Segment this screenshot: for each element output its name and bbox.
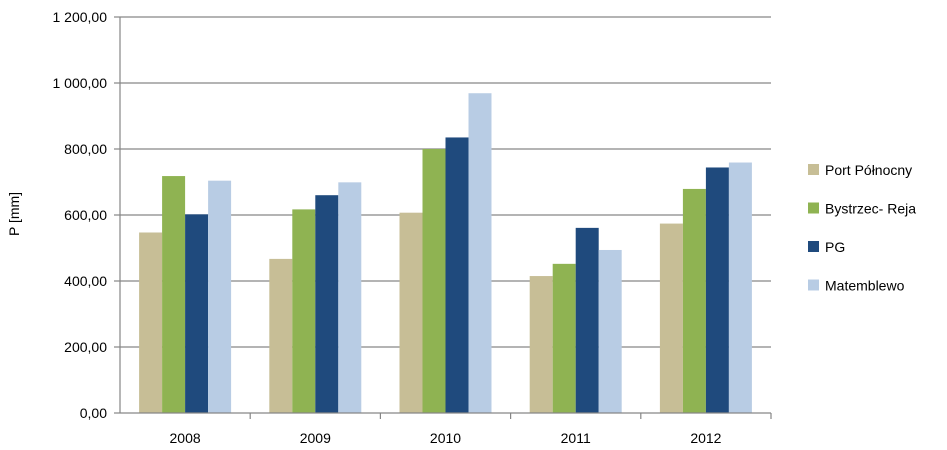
- bar-2009-bystrzec-reja: [292, 209, 316, 413]
- bar-2011-bystrzec-reja: [552, 263, 576, 413]
- x-tick-label: 2010: [430, 430, 461, 446]
- bar-2012-matemblewo: [728, 162, 752, 413]
- bar-2012-port-p-nocny: [659, 223, 683, 413]
- legend-label: Port Północny: [825, 162, 912, 178]
- legend-swatch: [808, 279, 819, 291]
- bar-2010-bystrzec-reja: [422, 149, 446, 413]
- x-tick-label: 2009: [300, 430, 331, 446]
- bar-2008-port-p-nocny: [139, 232, 163, 413]
- x-tick-label: 2008: [170, 430, 201, 446]
- legend-label: Bystrzec- Reja: [825, 201, 916, 217]
- legend-swatch: [808, 164, 819, 175]
- y-tick-label: 200,00: [64, 339, 107, 355]
- y-tick-label: 800,00: [64, 141, 107, 157]
- y-tick-label: 400,00: [64, 273, 107, 289]
- bar-2008-bystrzec-reja: [162, 176, 186, 413]
- bar-2012-bystrzec-reja: [682, 188, 706, 413]
- bar-2010-matemblewo: [468, 93, 492, 413]
- x-tick-labels: 2008 2009 2010 2011 2012: [170, 430, 722, 446]
- x-tick-label: 2012: [690, 430, 721, 446]
- axes: [114, 16, 772, 419]
- y-tick-labels: 0,00 200,00 400,00 600,00 800,00 1 000,00 1 20…: [53, 9, 108, 421]
- legend-swatch: [808, 202, 819, 214]
- bar-2012-pg: [705, 167, 729, 413]
- bar-2011-port-p-nocny: [529, 276, 553, 413]
- bar-2009-pg: [315, 195, 339, 413]
- bar-2009-matemblewo: [338, 182, 362, 413]
- bar-2008-matemblewo: [208, 180, 232, 413]
- bar-2009-port-p-nocny: [269, 258, 293, 413]
- bar-2010-pg: [445, 137, 469, 413]
- bar-2011-matemblewo: [598, 249, 622, 413]
- legend-label: PG: [825, 239, 845, 255]
- legend-label: Matemblewo: [825, 278, 905, 294]
- x-tick-label: 2011: [561, 430, 591, 446]
- y-tick-label: 1 000,00: [53, 75, 108, 91]
- y-tick-label: 1 200,00: [53, 9, 108, 25]
- bars: [139, 93, 752, 413]
- bar-2010-port-p-nocny: [399, 212, 423, 413]
- y-tick-label: 0,00: [80, 405, 107, 421]
- legend: Port Północny Bystrzec- Reja PG Matemblewo: [808, 162, 916, 294]
- y-axis-title: P [mm]: [6, 192, 22, 236]
- bar-2008-pg: [185, 214, 209, 413]
- bar-2011-pg: [575, 227, 599, 413]
- y-tick-label: 600,00: [64, 207, 107, 223]
- legend-swatch: [808, 241, 819, 252]
